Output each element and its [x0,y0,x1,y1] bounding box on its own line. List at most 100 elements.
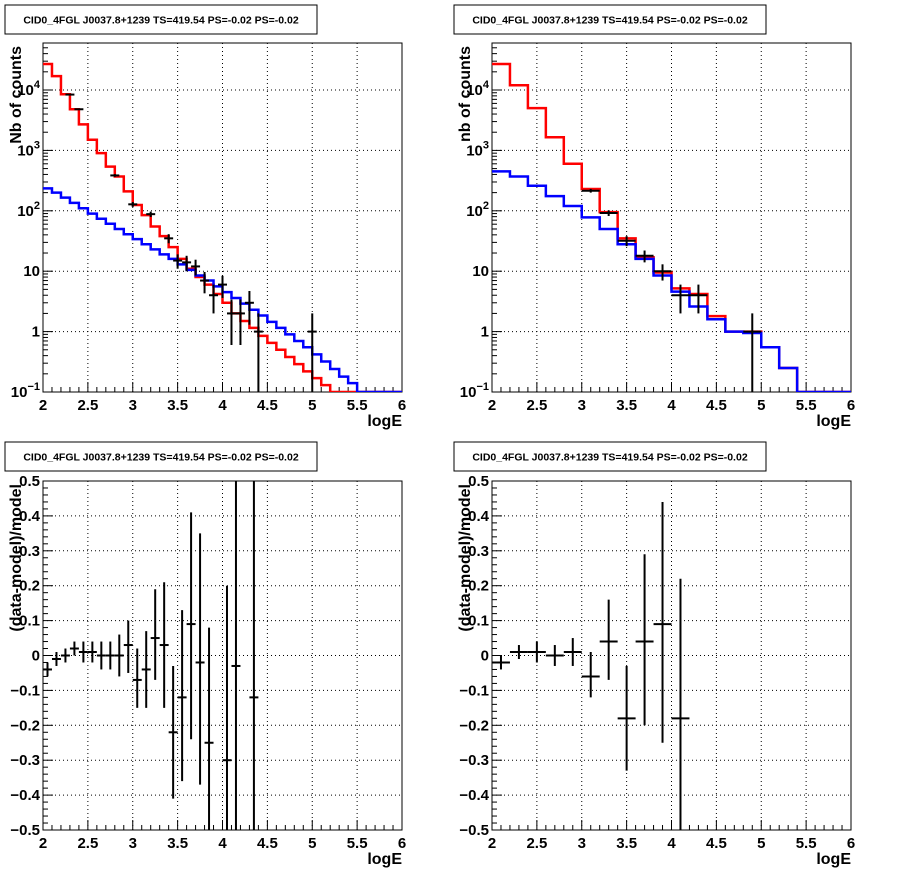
data-point [509,645,528,659]
y-tick-label: 1 [481,324,489,341]
y-tick-base: 10 [466,142,483,159]
x-tick-label: 5 [757,397,765,414]
y-tick-label: 0.3 [468,543,489,560]
x-tick-label: 4 [667,835,676,852]
data-point [617,236,636,247]
data-point [43,662,52,677]
x-tick-label: 4 [218,835,227,852]
data-point [222,585,232,830]
data-point [671,284,690,314]
x-tick-label: 4.5 [706,397,727,414]
ticks [491,480,852,831]
data-point [581,652,600,698]
data-point [177,610,187,782]
y-tick-label: 0.5 [19,473,40,490]
data-point [581,188,600,193]
y-tick-label: −0.1 [459,682,489,699]
y-tick-exponent: 2 [34,200,40,212]
x-tick-label: 5 [308,835,316,852]
data-point [689,284,708,314]
x-tick-label: 4 [667,397,676,414]
y-tick-label: −0.1 [10,682,40,699]
x-tick-label: 2.5 [526,835,547,852]
y-tick-label: 0.1 [468,613,489,630]
data-point [164,234,174,244]
data-point [105,641,115,670]
x-tick-label: 2.5 [77,397,98,414]
data-point [141,631,151,708]
data-points [492,501,690,830]
data-point [231,481,241,830]
y-tick-base: 10 [466,203,483,220]
data-point [173,254,183,269]
y-axis-title: (data-model)/model [457,484,474,632]
data-point [195,533,205,785]
x-tick-label: 5 [757,835,765,852]
histogram-series-1 [43,187,402,392]
chart-title: CID0_4FGL J0037.8+1239 TS=419.54 PS=-0.0… [23,15,298,27]
data-point [743,313,762,392]
chart-title: CID0_4FGL J0037.8+1239 TS=419.54 PS=-0.0… [472,15,747,27]
x-tick-label: 3 [578,835,586,852]
data-point [200,271,210,294]
data-point [182,255,192,272]
data-point [244,291,254,325]
data-point [599,599,618,680]
histogram-series-1 [492,170,851,392]
y-tick-base: 10 [11,384,28,401]
ticks [42,42,403,393]
y-tick-label: 103 [466,139,489,159]
data-point [545,645,564,666]
data-point [114,634,124,677]
data-point [51,652,61,666]
data-point [635,250,654,263]
data-points [581,188,762,392]
chart-svg-top-right: 2 2.5 3 3.5 4 4.5 5 5.5 610−1110102103104logEnb … [453,4,855,430]
x-tick-label: 2 [39,835,47,852]
y-tick-exponent: 3 [483,139,489,151]
data-point [191,259,201,276]
data-points [65,93,317,392]
data-point [186,512,196,740]
x-axis-title: logE [816,851,851,868]
data-point [74,108,84,111]
x-axis-title: logE [816,413,851,430]
x-tick-label: 5.5 [796,835,817,852]
x-tick-label: 6 [847,397,855,414]
data-point [87,641,97,663]
y-tick-label: 0 [481,648,489,665]
data-point [65,93,75,96]
y-tick-label: −0.2 [459,717,489,734]
data-point [209,284,219,314]
title-box [4,441,318,472]
data-point [307,313,317,392]
data-point [78,641,88,663]
y-axis-title: (data-model)/model [8,484,25,632]
y-tick-base: 10 [466,82,483,99]
data-point [60,648,70,663]
y-tick-label: −0.4 [459,787,489,804]
chart-svg-bottom-right: 2 2.5 3 3.5 4 4.5 5 5.5 6 −0.5 −0.4 −0.3 −0.2 −0.1 0 0.… [453,441,855,868]
data-point [96,641,106,670]
y-axis-title: nb of counts [457,46,474,142]
y-tick-exponent: 2 [483,200,489,212]
x-tick-label: 2.5 [526,397,547,414]
x-tick-label: 2 [488,397,496,414]
data-point [492,655,510,670]
y-axis-title: Nb of counts [8,46,25,144]
data-point [249,481,259,830]
y-tick-label: 103 [17,139,40,159]
x-tick-label: 6 [847,835,855,852]
y-tick-label: −0.4 [10,787,40,804]
chart-panel-bottom-left: 2 2.5 3 3.5 4 4.5 5 5.5 6 −0.5 −0.4 −0.3 −0.2 −0.1 0 0.… [0,437,449,875]
y-tick-label: −0.3 [10,752,40,769]
y-tick-label: 10 [23,263,40,280]
data-points [43,481,259,830]
data-point [150,589,160,680]
x-tick-label: 4.5 [257,835,278,852]
x-tick-label: 5.5 [796,397,817,414]
chart-title: CID0_4FGL J0037.8+1239 TS=419.54 PS=-0.0… [23,452,298,464]
data-point [123,620,133,673]
y-tick-label: −0.5 [459,822,489,839]
y-tick-label: −0.3 [459,752,489,769]
